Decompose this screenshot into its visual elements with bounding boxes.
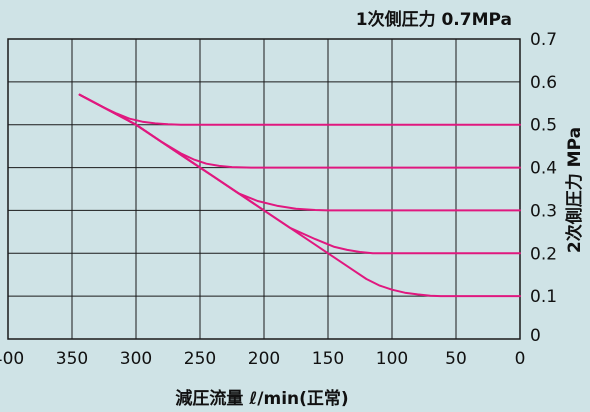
y-axis-label: 2次側圧力 MPa [564,127,585,253]
x-tick-labels: 400 350 300 250 200 150 100 50 0 [0,349,525,369]
x-tick-label-7: 50 [445,349,467,369]
series-group [78,93,521,298]
y-tick-label-1: 0.1 [530,287,557,307]
y-tick-label-7: 0.7 [530,30,557,50]
y-tick-label-4: 0.4 [530,159,557,179]
x-axis-label: 減圧流量 ℓ/min(正常) [175,388,348,409]
x-tick-label-3: 250 [184,349,216,369]
y-tick-label-6: 0.6 [530,73,557,93]
y-tick-label-3: 0.3 [530,201,557,221]
y-tick-label-2: 0.2 [530,244,557,264]
y-tick-label-0: 0 [530,326,541,346]
x-tick-label-2: 300 [120,349,152,369]
series-line-3 [78,93,521,169]
series-line-1 [78,93,521,255]
x-tick-label-8: 0 [515,349,526,369]
y-tick-labels: 0 0.1 0.2 0.3 0.4 0.5 0.6 0.7 [530,30,557,346]
series-line-4 [78,93,521,126]
x-tick-label-5: 150 [312,349,344,369]
grid-lines [7,38,521,340]
x-tick-label-4: 200 [248,349,280,369]
y-tick-label-5: 0.5 [530,116,557,136]
series-line-2 [78,93,521,212]
x-tick-label-1: 350 [56,349,88,369]
x-tick-label-0: 400 [0,349,24,369]
x-tick-label-6: 100 [376,349,408,369]
chart-title: 1次側圧力 0.7MPa [356,9,512,30]
